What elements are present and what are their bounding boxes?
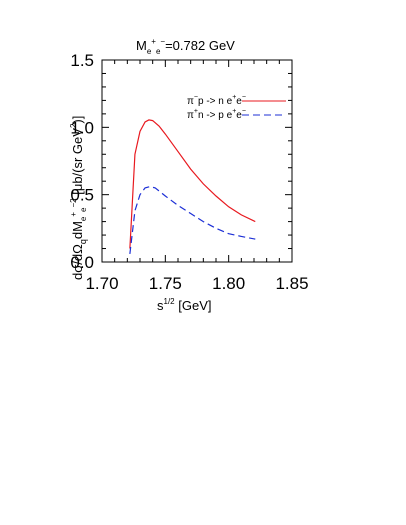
y-tick-label: 0.5: [70, 186, 94, 205]
y-tick-label: 0.0: [70, 253, 94, 272]
x-tick-label: 1.70: [85, 274, 118, 293]
y-axis-label: dσ/dΩqdMe+e−2 [μb/(sr GeV2)]: [69, 116, 88, 280]
plot-frame: [101, 59, 293, 263]
legend: π−p -> n e+e− π+n -> p e+e−: [187, 94, 286, 121]
series-group: [129, 119, 256, 254]
series-line-1: [129, 119, 256, 249]
x-axis-label: s1/2 [GeV]: [157, 297, 211, 313]
legend-label-series-2: π+n -> p e+e−: [187, 108, 246, 121]
y-tick-label: 1.5: [70, 51, 94, 70]
chart-title: Me+e−=0.782 GeV: [136, 37, 235, 56]
legend-label-series-1: π−p -> n e+e−: [187, 94, 246, 107]
x-tick-label: 1.80: [212, 274, 245, 293]
y-tick-label: 1.0: [70, 118, 94, 137]
series-line-2: [129, 185, 256, 254]
axis-ticks: 1.70 1.75 1.80 1.85 0.0 0.5 1.0 1.5: [70, 51, 308, 293]
x-tick-label: 1.75: [149, 274, 182, 293]
x-tick-label: 1.85: [275, 274, 308, 293]
